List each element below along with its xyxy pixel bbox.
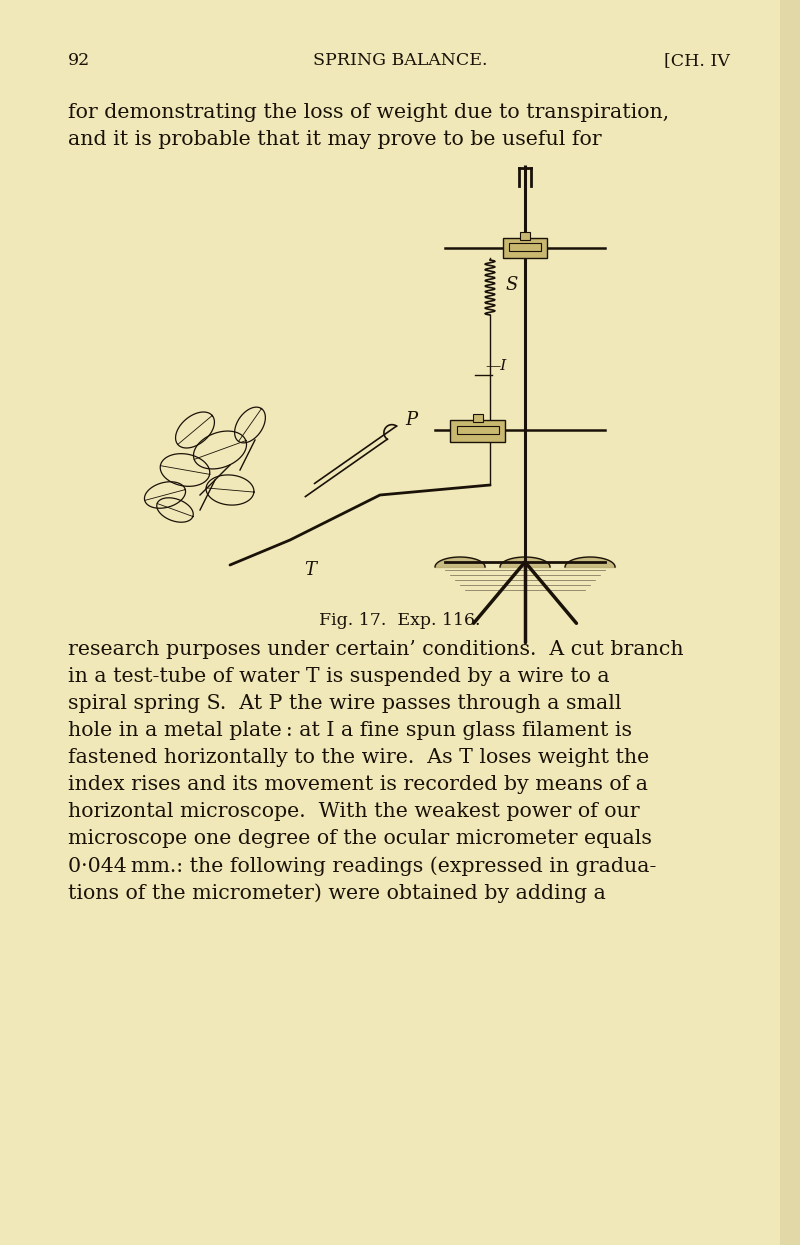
Text: fastened horizontally to the wire.  As T loses weight the: fastened horizontally to the wire. As T … — [68, 748, 650, 767]
Text: 92: 92 — [68, 52, 90, 68]
Bar — [457, 426, 499, 435]
Text: horizontal microscope.  With the weakest power of our: horizontal microscope. With the weakest … — [68, 802, 640, 820]
Text: for demonstrating the loss of weight due to transpiration,: for demonstrating the loss of weight due… — [68, 103, 669, 122]
Bar — [520, 232, 530, 240]
Text: spiral spring S.  At P the wire passes through a small: spiral spring S. At P the wire passes th… — [68, 693, 622, 713]
Text: S: S — [505, 276, 518, 294]
Bar — [450, 420, 505, 442]
Text: —I: —I — [485, 359, 506, 373]
Text: index rises and its movement is recorded by means of a: index rises and its movement is recorded… — [68, 774, 648, 794]
Text: hole in a metal plate : at I a fine spun glass filament is: hole in a metal plate : at I a fine spun… — [68, 721, 632, 740]
Bar — [509, 243, 541, 251]
Text: T: T — [304, 561, 316, 579]
Text: research purposes under certain’ conditions.  A cut branch: research purposes under certain’ conditi… — [68, 640, 684, 659]
Text: tions of the micrometer) were obtained by adding a: tions of the micrometer) were obtained b… — [68, 883, 606, 903]
Text: SPRING BALANCE.: SPRING BALANCE. — [313, 52, 487, 68]
Text: and it is probable that it may prove to be useful for: and it is probable that it may prove to … — [68, 129, 602, 149]
Text: in a test-tube of water T is suspended by a wire to a: in a test-tube of water T is suspended b… — [68, 667, 610, 686]
Text: Fig. 17.  Exp. 116.: Fig. 17. Exp. 116. — [319, 613, 481, 629]
Bar — [780, 0, 800, 1245]
Bar — [473, 415, 483, 422]
Text: microscope one degree of the ocular micrometer equals: microscope one degree of the ocular micr… — [68, 829, 652, 848]
Text: [CH. IV: [CH. IV — [664, 52, 730, 68]
Text: 0·044 mm.: the following readings (expressed in gradua-: 0·044 mm.: the following readings (expre… — [68, 857, 656, 875]
Text: P: P — [405, 411, 417, 430]
Bar — [503, 238, 547, 258]
